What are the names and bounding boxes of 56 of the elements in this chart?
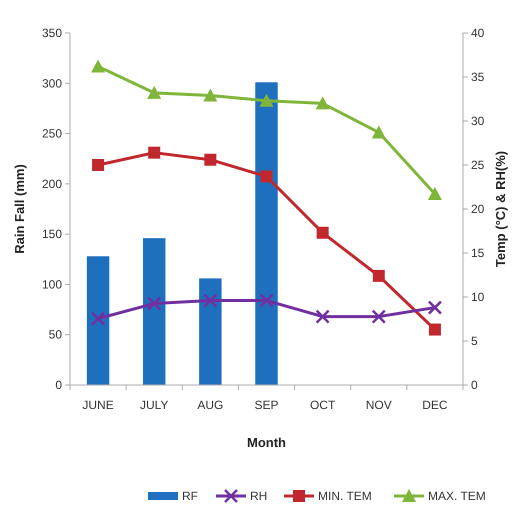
point [91,59,106,72]
x-tick-label: JUNE [82,398,114,412]
point [260,94,274,107]
y-tick-label: 100 [42,277,62,292]
y2-tick-label: 5 [471,334,478,348]
point [428,187,442,200]
x-tick-label: DEC [422,398,448,412]
y-tick-label: 50 [48,328,62,342]
point [316,96,330,110]
y2-tick-label: 15 [471,246,485,260]
y-tick-label: 150 [42,227,62,242]
point [315,309,330,324]
legend-label: MIN. TEM [318,489,372,503]
x-tick-label: SEP [254,398,279,412]
y2-tick-label: 10 [471,290,485,304]
point [372,270,385,282]
y-tick-label: 0 [55,378,62,392]
y2-tick-label: 40 [471,26,485,40]
x-axis-title: Month [247,435,286,450]
point [372,125,386,138]
legend-label: MAX. TEM [428,489,486,503]
point [92,159,104,171]
y2-tick-label: 20 [471,202,485,216]
legend-label: RH [250,489,268,503]
point [428,300,442,315]
bar [86,256,110,385]
y2-tick-label: 30 [471,114,485,128]
y-tick-label: 300 [42,76,62,90]
x-tick-label: NOV [366,398,392,412]
point [146,296,162,311]
x-tick-label: JULY [140,398,168,412]
point [260,170,272,182]
bar [199,278,222,385]
x-tick-label: OCT [310,398,336,412]
y2-tick-label: 35 [471,70,485,84]
point [147,86,162,99]
point [428,324,441,336]
bar [255,82,278,385]
y-tick-label: 200 [42,176,62,191]
point [259,293,274,308]
y-axis-title: Rain Fall (mm) [12,164,27,254]
point [203,88,218,102]
point [90,311,106,326]
point [372,309,386,324]
point [203,293,218,308]
point [316,226,329,239]
y2-tick-label: 25 [471,158,485,172]
y2-tick-label: 0 [471,378,478,392]
x-tick-label: AUG [197,398,224,412]
y-tick-label: 250 [42,126,62,141]
point [204,154,216,166]
legend-label: RF [182,489,198,503]
y-tick-label: 350 [42,26,62,40]
y2-axis-title: Temp (°C) & RH(%) [493,150,508,268]
bar [142,238,166,385]
point [148,146,160,159]
